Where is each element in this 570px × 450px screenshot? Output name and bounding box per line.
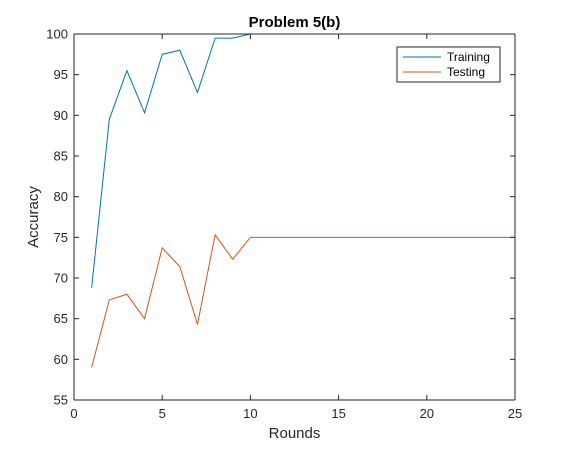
y-tick-label: 100 bbox=[46, 27, 68, 42]
y-tick-label: 85 bbox=[54, 149, 68, 164]
y-tick-label: 95 bbox=[54, 67, 68, 82]
y-tick-label: 55 bbox=[54, 393, 68, 408]
x-axis-label: Rounds bbox=[269, 425, 321, 442]
y-tick-label: 60 bbox=[54, 352, 68, 367]
chart-title: Problem 5(b) bbox=[249, 14, 341, 31]
y-tick-label: 65 bbox=[54, 311, 68, 326]
legend-label-training: Training bbox=[447, 50, 490, 64]
y-tick-label: 80 bbox=[54, 189, 68, 204]
x-tick-label: 20 bbox=[420, 406, 434, 421]
x-tick-label: 0 bbox=[70, 406, 77, 421]
plot-area bbox=[74, 34, 515, 400]
y-tick-label: 90 bbox=[54, 108, 68, 123]
x-tick-label: 25 bbox=[508, 406, 522, 421]
y-tick-label: 70 bbox=[54, 271, 68, 286]
y-tick-label: 75 bbox=[54, 230, 68, 245]
x-tick-label: 5 bbox=[159, 406, 166, 421]
y-axis-label: Accuracy bbox=[25, 186, 42, 248]
legend-label-testing: Testing bbox=[447, 65, 485, 79]
x-tick-label: 15 bbox=[331, 406, 345, 421]
x-tick-label: 10 bbox=[243, 406, 257, 421]
